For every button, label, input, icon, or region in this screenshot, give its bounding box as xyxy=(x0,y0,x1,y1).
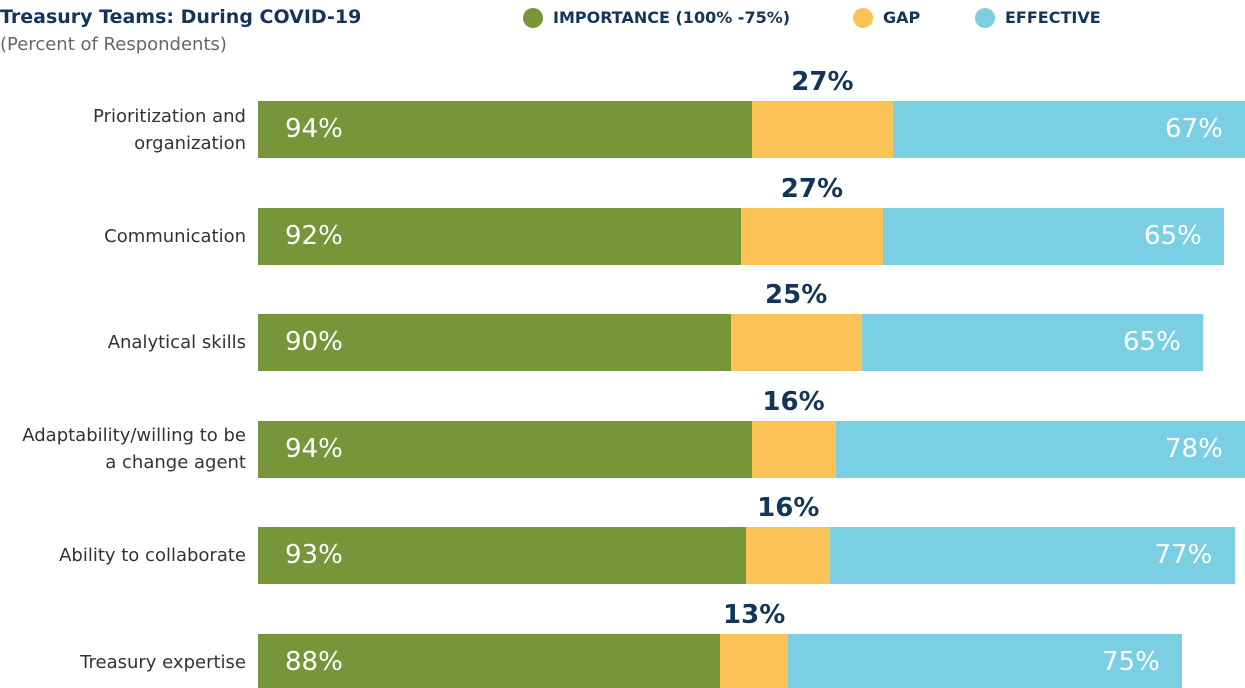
data-label: 65% xyxy=(1144,220,1202,251)
data-label: 25% xyxy=(765,280,828,311)
bar-segment xyxy=(258,420,752,478)
bar-segment xyxy=(258,634,720,688)
data-label: 13% xyxy=(723,600,786,630)
data-label: 16% xyxy=(762,386,825,417)
data-label: 67% xyxy=(1165,114,1223,144)
bar-segment xyxy=(258,207,741,265)
bar-segment xyxy=(893,101,1245,158)
bar-segment xyxy=(788,634,1182,688)
bar-segment xyxy=(741,207,883,265)
legend-swatch xyxy=(523,8,543,28)
data-label: 92% xyxy=(285,220,343,251)
bar-segment xyxy=(258,527,747,585)
bar-segment xyxy=(746,527,831,585)
data-label: 93% xyxy=(285,540,343,571)
bar-segment xyxy=(258,314,731,372)
data-label: 78% xyxy=(1165,433,1223,464)
legend-swatch xyxy=(975,8,995,28)
bar-segment xyxy=(720,634,789,688)
data-label: 88% xyxy=(285,647,343,677)
data-label: 94% xyxy=(285,114,343,144)
data-label: 77% xyxy=(1154,540,1213,571)
chart-title: Treasury Teams: During COVID-19 xyxy=(0,6,362,28)
bar-segment xyxy=(751,101,894,158)
bar-segment xyxy=(835,420,1245,478)
data-label: 94% xyxy=(285,433,343,464)
bar-segment xyxy=(730,314,862,372)
legend-label: EFFECTIVE xyxy=(1005,8,1101,27)
bar-segment xyxy=(882,207,1224,265)
chart-subtitle: (Percent of Respondents) xyxy=(0,34,227,55)
data-label: 27% xyxy=(780,173,843,204)
bar-segment xyxy=(258,101,752,158)
legend-label: IMPORTANCE (100% -75%) xyxy=(553,8,791,27)
legend-label: GAP xyxy=(883,8,921,27)
bar-segment xyxy=(751,420,836,478)
bar-segment xyxy=(830,527,1235,585)
data-label: 75% xyxy=(1102,647,1160,677)
data-label: 27% xyxy=(791,67,854,97)
category-label: Communication xyxy=(104,225,246,247)
category-label: Ability to collaborate xyxy=(59,545,246,567)
data-label: 65% xyxy=(1123,327,1181,358)
legend-swatch xyxy=(853,8,873,28)
bar-segment xyxy=(861,314,1203,372)
category-label: Prioritization and organization xyxy=(93,105,246,154)
category-label: Analytical skills xyxy=(107,332,246,354)
data-label: 16% xyxy=(757,493,820,524)
category-label: Treasury expertise xyxy=(80,652,246,673)
data-label: 90% xyxy=(285,327,343,358)
category-label: Adaptability/willing to be a change agen… xyxy=(22,425,246,474)
